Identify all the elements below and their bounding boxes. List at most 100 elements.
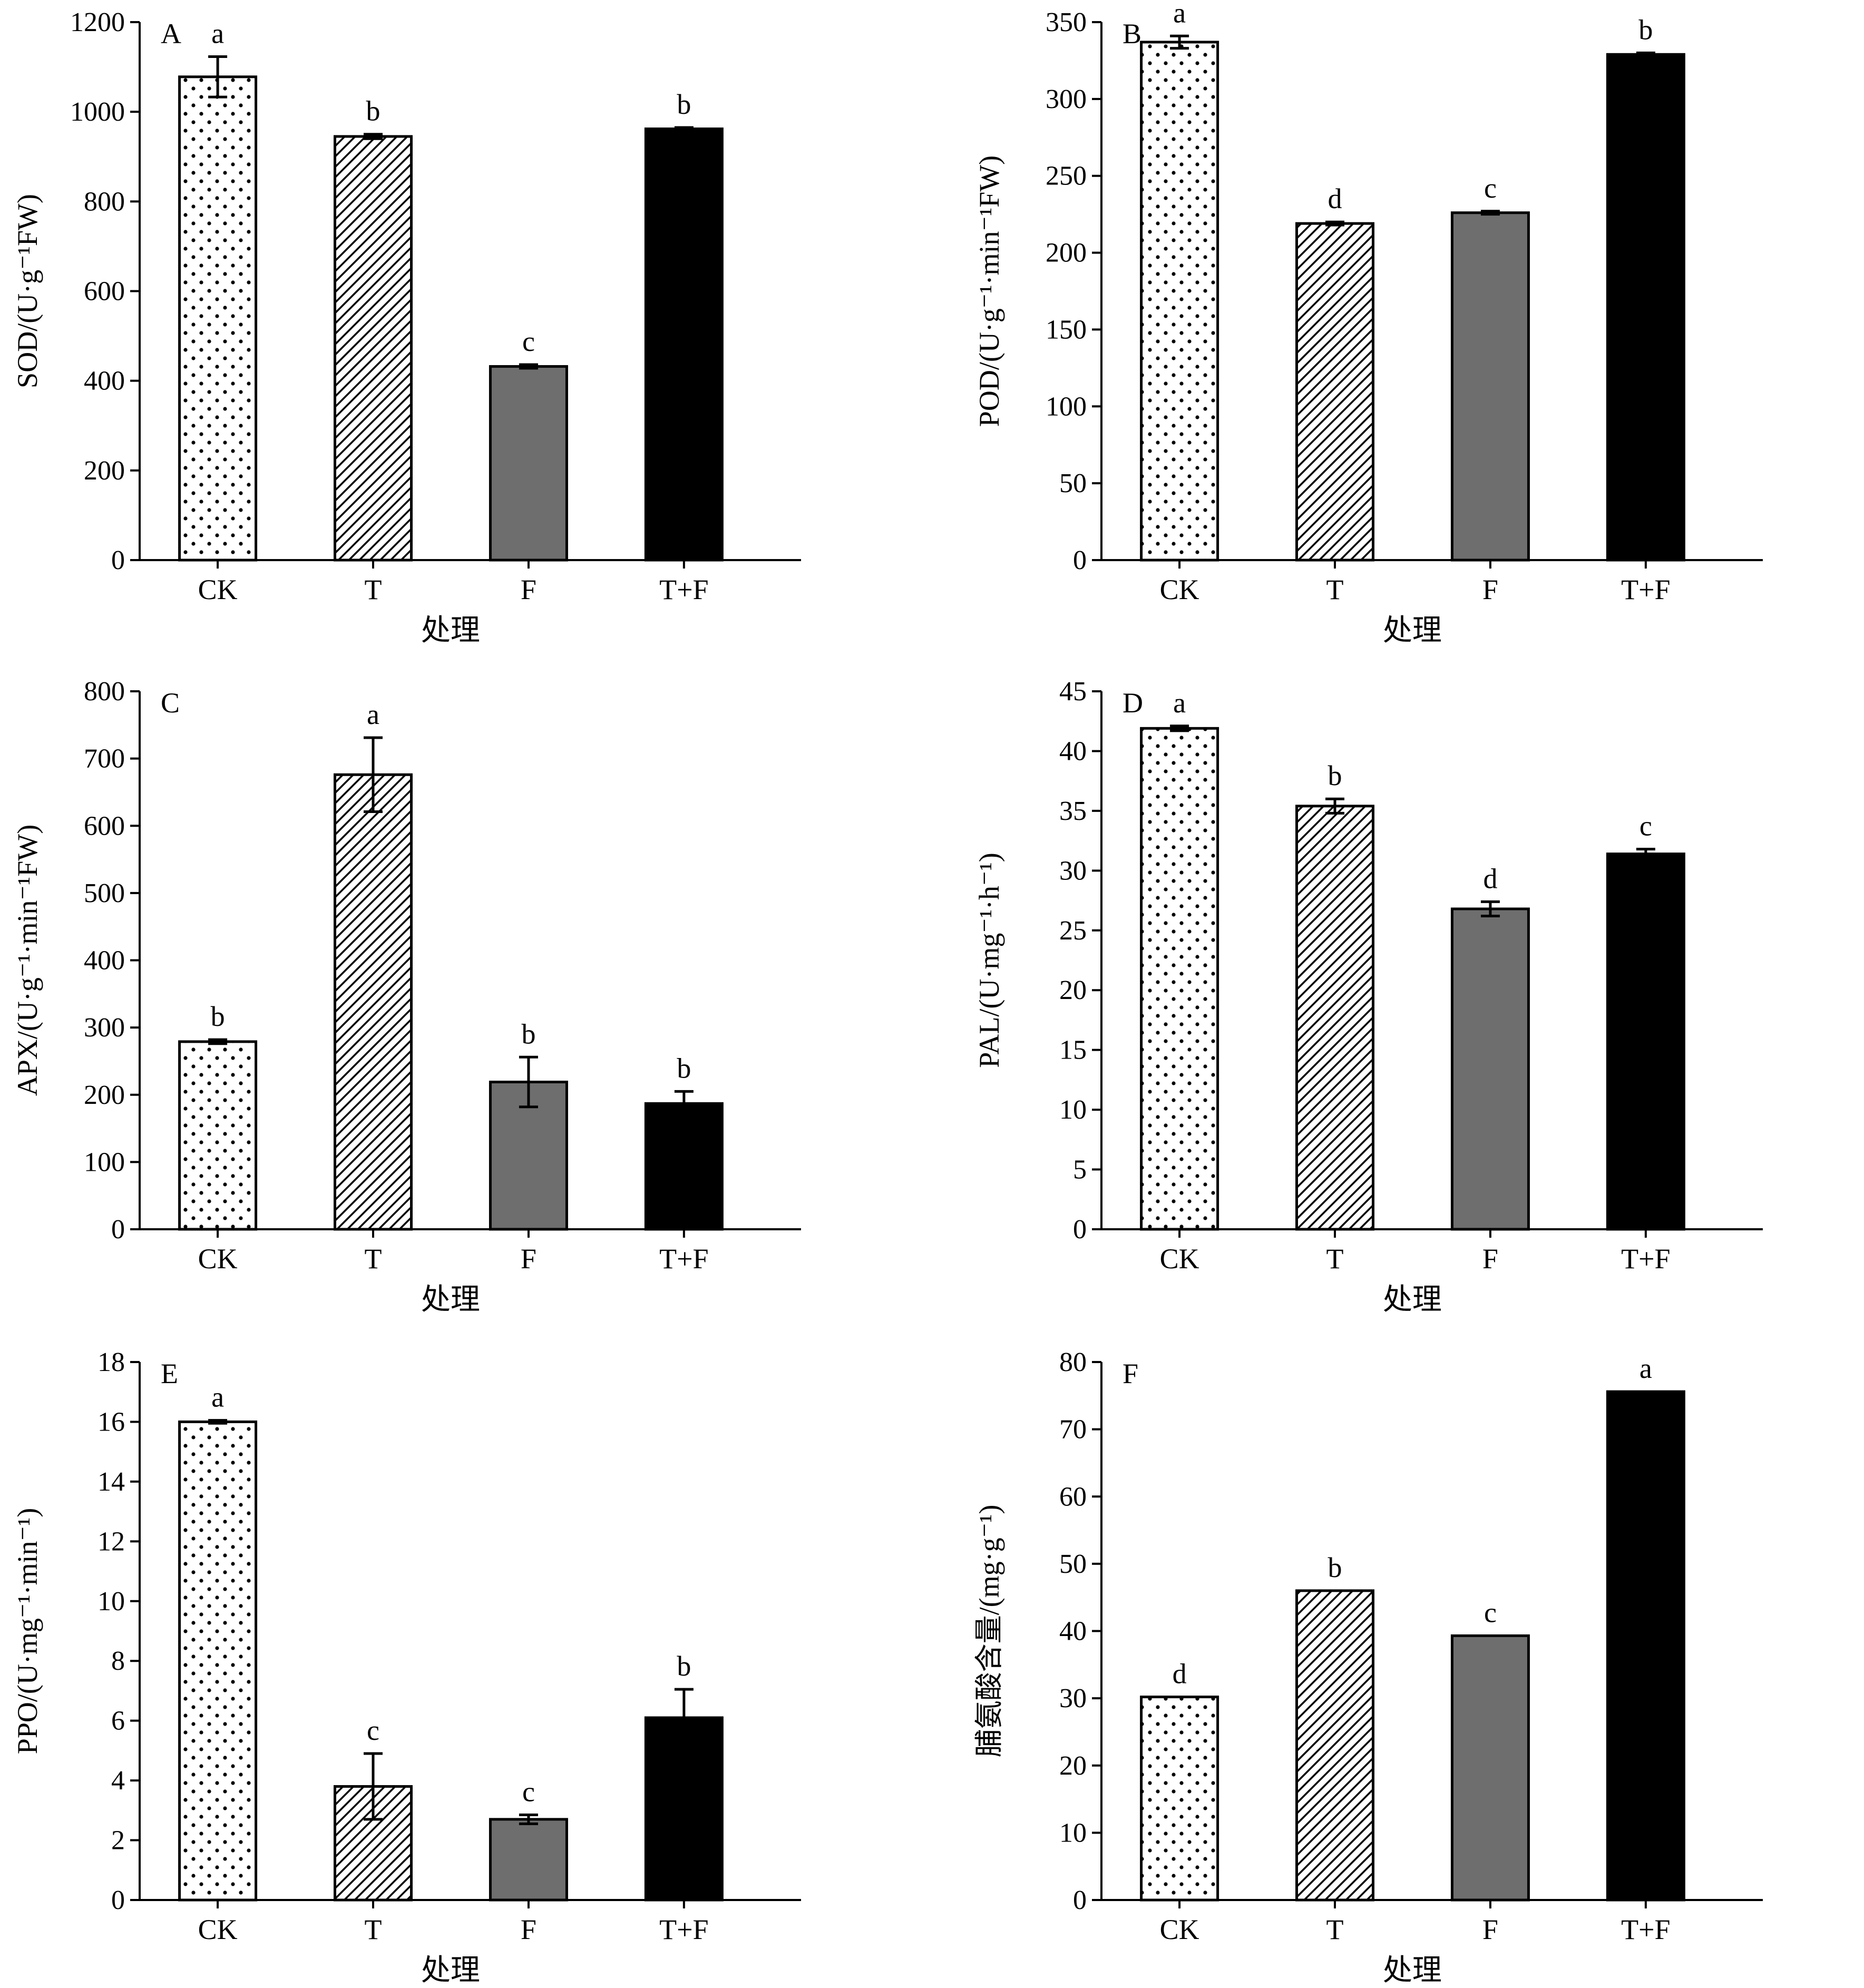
x-tick-label: F [1482, 1914, 1498, 1945]
panel-e: 0 2 4 6 8 10 12 14 16 18 Ea CK c Tc Fb T+F 处理 PPO/(U·mg⁻¹… [12, 1347, 801, 1987]
y-tick-label: 600 [84, 811, 125, 841]
significance-letter: b [211, 1001, 225, 1032]
y-tick-label: 400 [84, 946, 125, 976]
y-tick-label: 70 [1059, 1415, 1087, 1445]
significance-letter: c [367, 1715, 379, 1746]
x-tick-label: T+F [659, 1914, 708, 1945]
significance-letter: a [211, 1382, 224, 1413]
y-tick-label: 40 [1059, 1617, 1087, 1647]
y-tick-label: 700 [84, 744, 125, 774]
significance-letter: c [1639, 810, 1652, 841]
y-tick-label: 600 [84, 277, 125, 307]
x-axis-title: 处理 [1383, 614, 1442, 647]
y-tick-label: 0 [1073, 1885, 1087, 1915]
significance-letter: d [1173, 1658, 1187, 1690]
y-tick-label: 500 [84, 878, 125, 908]
x-tick-label: T+F [659, 574, 708, 605]
bar-t [334, 135, 413, 562]
y-tick-label: 0 [111, 1885, 125, 1915]
significance-letter: b [366, 95, 380, 127]
x-tick-label: T [365, 1243, 382, 1275]
x-tick-label: T+F [1621, 574, 1670, 605]
y-tick-label: 30 [1059, 856, 1087, 886]
x-tick-label: T [1326, 1914, 1344, 1945]
bar-ck [1140, 1696, 1219, 1902]
y-tick-label: 250 [1046, 161, 1087, 191]
y-tick-label: 6 [111, 1706, 125, 1736]
panel-b: 0 50 100 150 200 250 300 350 Ba CK d Tc Fb T+F 处理 POD/(… [973, 0, 1763, 647]
x-tick-label: T [1326, 1243, 1344, 1275]
significance-letter: b [1328, 760, 1342, 791]
y-tick-label: 80 [1059, 1347, 1087, 1377]
panel-letter: A [161, 18, 181, 50]
significance-letter: a [1173, 0, 1186, 28]
bar-f [489, 1818, 568, 1902]
y-tick-label: 0 [111, 1215, 125, 1245]
y-axis-title: PAL/(U·mg⁻¹·h⁻¹) [973, 853, 1005, 1068]
y-axis-title: SOD/(U·g⁻¹FW) [12, 194, 43, 388]
y-tick-label: 40 [1059, 736, 1087, 766]
x-tick-label: T [1326, 574, 1344, 605]
significance-letter: b [677, 1650, 691, 1682]
panel-letter: D [1123, 687, 1143, 719]
significance-letter: b [1328, 1552, 1342, 1583]
x-tick-label: F [1482, 1243, 1498, 1275]
y-tick-label: 16 [97, 1407, 125, 1437]
panel-letter: E [161, 1358, 178, 1389]
y-tick-label: 8 [111, 1646, 125, 1676]
y-tick-label: 30 [1059, 1683, 1087, 1713]
bar-tplusf [644, 1102, 724, 1231]
significance-letter: b [521, 1018, 535, 1050]
significance-letter: c [1484, 1597, 1497, 1628]
bar-f [1450, 211, 1530, 562]
x-tick-label: CK [198, 1243, 238, 1275]
y-tick-label: 0 [1073, 1215, 1087, 1245]
panel-c: 0 100 200 300 400 500 600 700 800 Cb CK a Tb Fb T+F 处理 A… [12, 677, 801, 1316]
y-tick-label: 60 [1059, 1482, 1087, 1512]
panel-letter: C [161, 687, 180, 719]
significance-letter: d [1483, 863, 1497, 894]
x-tick-label: CK [1160, 1914, 1199, 1945]
y-tick-label: 100 [1046, 391, 1087, 422]
bar-f [1450, 907, 1530, 1231]
y-tick-label: 800 [84, 187, 125, 217]
y-tick-label: 400 [84, 366, 125, 396]
significance-letter: c [522, 326, 535, 357]
bar-f [1450, 1634, 1530, 1902]
x-axis-title: 处理 [421, 1284, 480, 1316]
significance-letter: b [677, 89, 691, 120]
bar-ck [1140, 41, 1219, 562]
y-tick-label: 800 [84, 677, 125, 707]
y-tick-label: 25 [1059, 916, 1087, 946]
significance-letter: a [211, 18, 224, 50]
significance-letter: b [1638, 14, 1653, 45]
x-tick-label: T+F [1621, 1243, 1670, 1275]
y-tick-label: 200 [84, 456, 125, 486]
y-tick-label: 45 [1059, 677, 1087, 707]
bar-ck [178, 1040, 258, 1231]
significance-letter: d [1328, 183, 1342, 214]
y-tick-label: 300 [1046, 84, 1087, 114]
y-tick-label: 10 [97, 1587, 125, 1617]
y-tick-label: 200 [84, 1080, 125, 1110]
bar-t [1295, 222, 1375, 562]
bar-ck [1140, 727, 1219, 1231]
x-tick-label: F [521, 1243, 536, 1275]
y-tick-label: 100 [84, 1147, 125, 1177]
significance-letter: a [1173, 687, 1186, 719]
x-tick-label: T+F [1621, 1914, 1670, 1945]
y-tick-label: 200 [1046, 238, 1087, 268]
panel-letter: B [1123, 18, 1141, 50]
x-tick-label: F [521, 1914, 536, 1945]
bar-tplusf [1606, 1390, 1685, 1902]
bar-t [334, 773, 413, 1231]
bar-f [489, 365, 568, 562]
panel-letter: F [1123, 1358, 1138, 1389]
y-tick-label: 12 [97, 1526, 125, 1556]
x-tick-label: T [365, 574, 382, 605]
y-tick-label: 35 [1059, 796, 1087, 826]
significance-letter: a [1639, 1353, 1652, 1384]
